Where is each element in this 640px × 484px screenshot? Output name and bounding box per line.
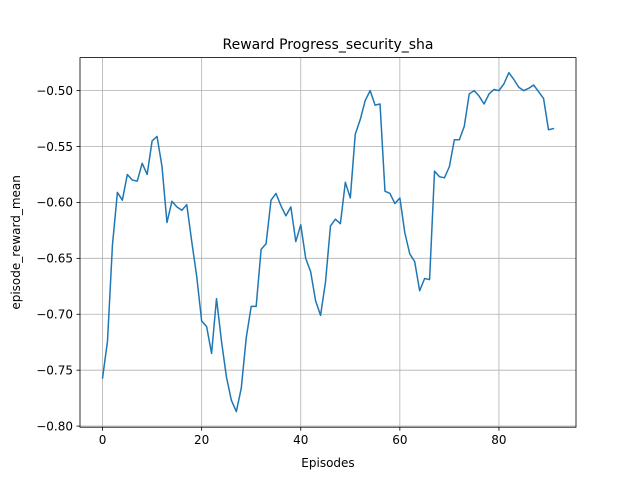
y-axis-ticks: −0.80 −0.75 −0.70 −0.65 −0.60 −0.55 −0.50 [36, 84, 80, 433]
y-tick-label: −0.65 [36, 252, 73, 266]
plot-frame [79, 57, 577, 428]
x-axis-ticks: 0 20 40 60 80 [99, 427, 507, 447]
x-tick-label: 60 [392, 433, 407, 447]
y-tick-label: −0.80 [36, 419, 73, 433]
x-tick-label: 0 [99, 433, 107, 447]
y-axis-label: episode_reward_mean [9, 175, 23, 310]
y-tick-label: −0.50 [36, 84, 73, 98]
x-tick-label: 40 [293, 433, 308, 447]
y-tick-label: −0.60 [36, 196, 73, 210]
y-tick-label: −0.55 [36, 140, 73, 154]
y-tick-label: −0.75 [36, 363, 73, 377]
x-tick-label: 20 [194, 433, 209, 447]
series-line [101, 71, 555, 413]
x-tick-label: 80 [491, 433, 506, 447]
chart-title: Reward Progress_security_sha [223, 37, 434, 53]
x-axis-label: Episodes [301, 456, 354, 470]
series-layer [101, 71, 555, 413]
y-tick-label: −0.70 [36, 308, 73, 322]
